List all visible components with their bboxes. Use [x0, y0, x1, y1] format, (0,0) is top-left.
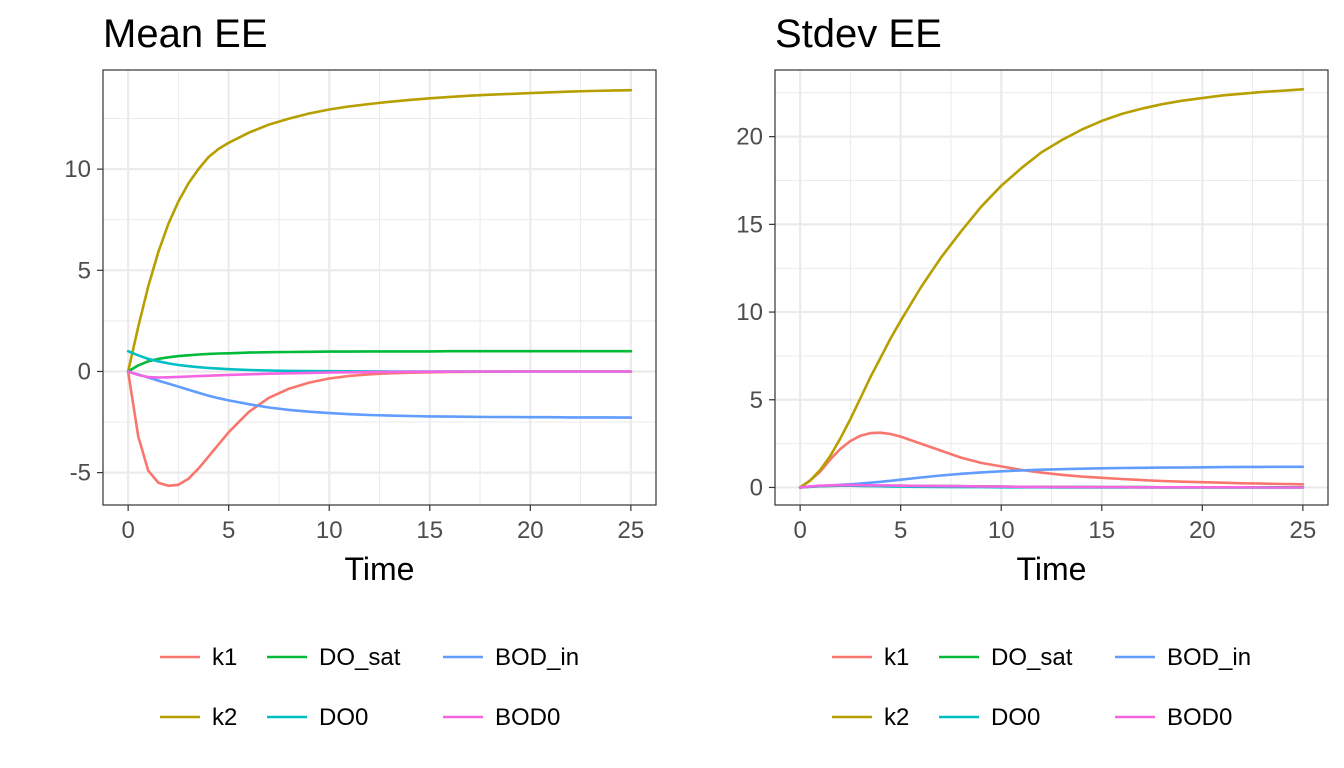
legend-label: BOD_in [1167, 644, 1251, 671]
plot-border [102, 69, 657, 506]
legend-label: DO_sat [319, 644, 401, 671]
y-tick-label: -5 [70, 460, 91, 487]
x-tick-label: 5 [894, 517, 907, 544]
x-axis-label: Time [1017, 551, 1087, 587]
legend-label: DO0 [319, 704, 368, 731]
legend-label: BOD0 [1167, 704, 1232, 731]
plot-border [774, 69, 1329, 506]
x-axis-label: Time [345, 551, 415, 587]
legend-label: k2 [884, 704, 909, 731]
x-tick-label: 0 [121, 517, 134, 544]
y-tick-label: 0 [78, 358, 91, 385]
y-tick-label: 5 [78, 257, 91, 284]
y-tick-label: 5 [750, 387, 763, 414]
series-line-bod0 [798, 483, 1305, 489]
legend-label: DO0 [991, 704, 1040, 731]
legend-label: BOD0 [495, 704, 560, 731]
legend-item-bod0: BOD0 [443, 704, 560, 731]
legend-item-k2: k2 [832, 704, 909, 731]
legend-item-bod-in: BOD_in [443, 644, 579, 671]
legend-item-bod-in: BOD_in [1115, 644, 1251, 671]
stdev-ee-panel: Stdev EE 0 5 10 15 20 25 0 5 10 15 20 Time k1 k2 DO_sa… [736, 12, 1329, 731]
x-tick-label: 25 [1290, 517, 1317, 544]
legend-label: BOD_in [495, 644, 579, 671]
x-tick-label: 15 [416, 517, 443, 544]
y-tick-label: 10 [64, 156, 91, 183]
legend-item-k1: k1 [832, 644, 909, 671]
legend-item-k2: k2 [160, 704, 237, 731]
x-tick-label: 10 [316, 517, 343, 544]
series-line-bod-in [126, 370, 633, 419]
legend-item-do-sat: DO_sat [267, 644, 401, 671]
y-tick-label: 20 [736, 124, 763, 151]
y-tick-label: 15 [736, 211, 763, 238]
legend-label: k1 [884, 644, 909, 671]
series-line-k2 [126, 88, 633, 373]
legend-item-do-sat: DO_sat [939, 644, 1073, 671]
chart-title: Stdev EE [775, 12, 942, 56]
legend-item-k1: k1 [160, 644, 237, 671]
x-tick-label: 20 [1189, 517, 1216, 544]
x-tick-label: 5 [222, 517, 235, 544]
x-tick-label: 20 [517, 517, 544, 544]
series-line-do-sat [126, 349, 633, 373]
x-tick-label: 10 [988, 517, 1015, 544]
series-line-bod0 [126, 370, 633, 379]
y-tick-label: 0 [750, 474, 763, 501]
legend-item-do0: DO0 [267, 704, 368, 731]
x-tick-label: 15 [1088, 517, 1115, 544]
chart-title: Mean EE [103, 12, 268, 56]
y-tick-label: 10 [736, 299, 763, 326]
legend-item-do0: DO0 [939, 704, 1040, 731]
x-tick-label: 0 [793, 517, 806, 544]
legend-item-bod0: BOD0 [1115, 704, 1232, 731]
series-line-k2 [798, 88, 1305, 489]
legend-label: DO_sat [991, 644, 1073, 671]
legend-label: k1 [212, 644, 237, 671]
series-line-k1 [798, 431, 1305, 489]
x-tick-label: 25 [618, 517, 645, 544]
mean-ee-panel: Mean EE 0 5 10 15 20 25-50510Timek1k2DO_satDO… [64, 12, 657, 731]
legend-label: k2 [212, 704, 237, 731]
